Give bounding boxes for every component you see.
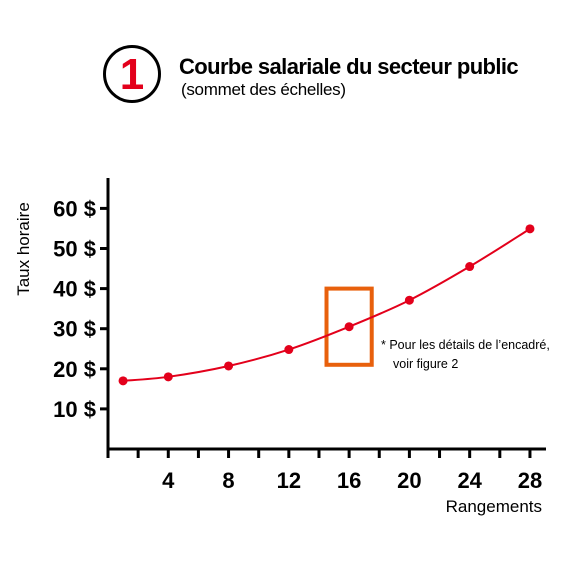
y-tick-label: 40 $ (53, 277, 96, 302)
data-point (163, 372, 173, 382)
data-point (525, 224, 535, 234)
y-tick-label: 60 $ (53, 196, 96, 221)
footnote-line-2: voir figure 2 (393, 357, 458, 371)
footnote-line-1: * Pour les détails de l’encadré, (381, 338, 550, 352)
x-tick-label: 12 (277, 468, 301, 493)
data-point (284, 345, 294, 355)
x-tick-label: 28 (518, 468, 542, 493)
data-point (224, 361, 234, 371)
tick-marks (100, 206, 532, 458)
y-tick-label: 20 $ (53, 357, 96, 382)
x-tick-label: 4 (162, 468, 175, 493)
x-axis-label: Rangements (446, 497, 542, 516)
y-tick-label: 30 $ (53, 317, 96, 342)
x-tick-label: 24 (457, 468, 482, 493)
highlight-box (324, 286, 374, 367)
y-tick-label: 50 $ (53, 237, 96, 262)
chart-subtitle: (sommet des échelles) (181, 80, 346, 99)
y-axis-label: Taux horaire (14, 202, 33, 296)
highlight-layer (324, 286, 374, 367)
x-tick-label: 16 (337, 468, 361, 493)
axes (106, 178, 546, 451)
chart-title: Courbe salariale du secteur public (179, 54, 519, 79)
x-tick-label: 8 (222, 468, 234, 493)
figure-number-badge: 1 (103, 45, 161, 103)
labels-layer: 10 $ 20 $ 30 $ 40 $ 50 $ 60 $ 4 8 12 16 20 24 28 Rang… (14, 196, 550, 516)
x-tick-label: 20 (397, 468, 421, 493)
data-point (344, 322, 354, 332)
data-point (118, 376, 128, 386)
data-point (465, 262, 475, 272)
y-tick-label: 10 $ (53, 397, 96, 422)
data-point (404, 295, 414, 305)
series-layer (118, 224, 535, 386)
